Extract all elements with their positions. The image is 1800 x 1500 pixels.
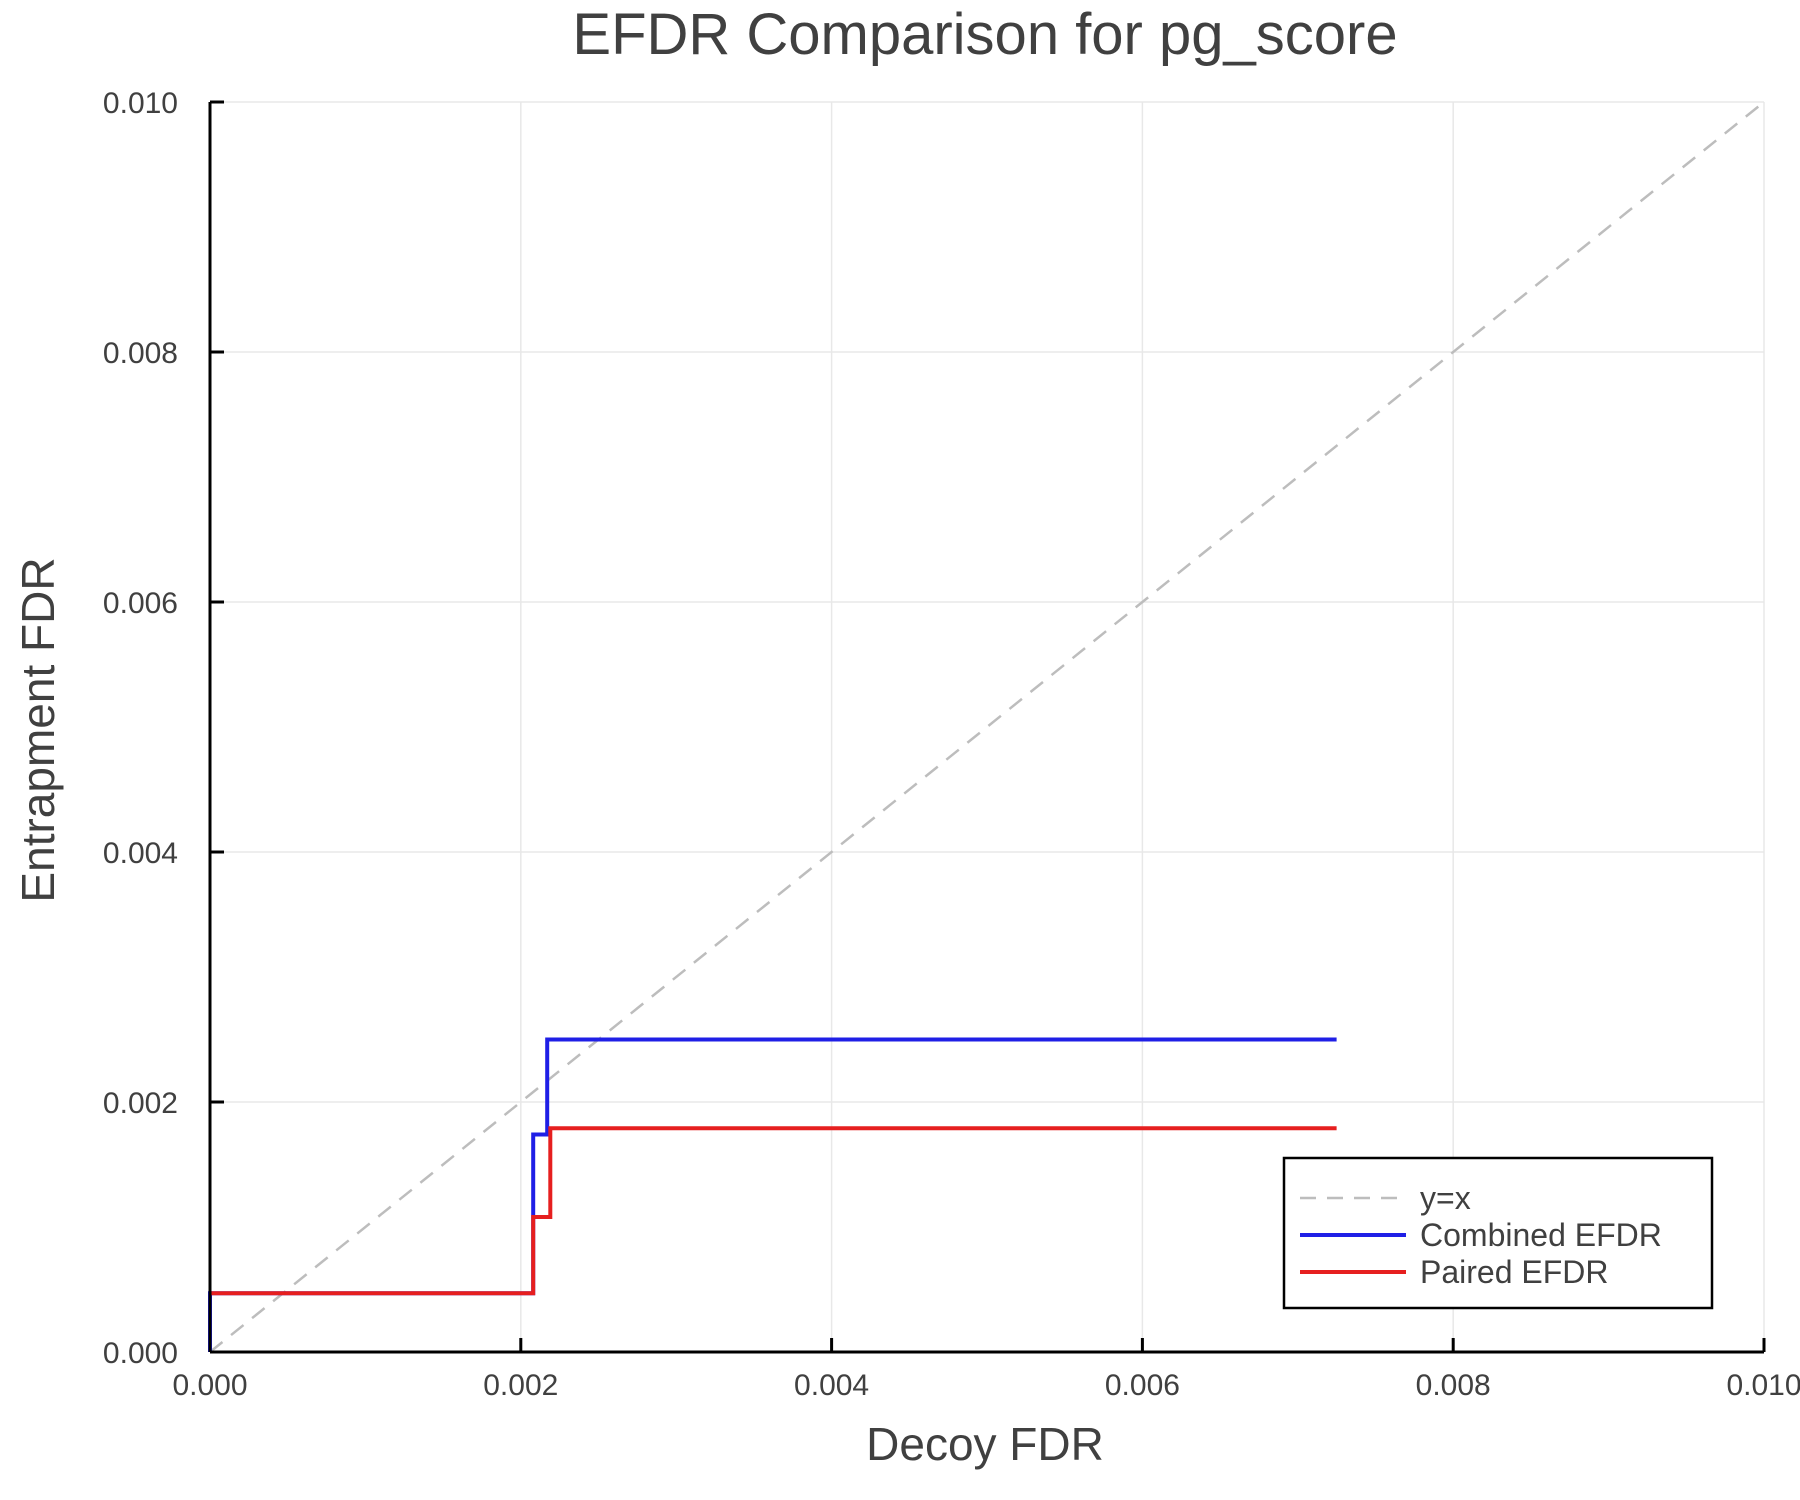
y-axis-label: Entrapment FDR xyxy=(12,557,64,902)
y-tick-label-0: 0.000 xyxy=(103,1337,178,1370)
series-line-2 xyxy=(210,1126,1337,1296)
y-tick-label-4: 0.008 xyxy=(103,337,178,370)
x-tick-label-3: 0.006 xyxy=(1105,1369,1180,1402)
y-tick-label-2: 0.004 xyxy=(103,837,178,870)
x-tick-label-1: 0.002 xyxy=(483,1369,558,1402)
legend-label-2: Paired EFDR xyxy=(1420,1254,1609,1290)
x-tick-label-5: 0.010 xyxy=(1726,1369,1800,1402)
series-line-0 xyxy=(209,101,1765,1353)
x-tick-label-2: 0.004 xyxy=(794,1369,869,1402)
x-tick-label-0: 0.000 xyxy=(172,1369,247,1402)
x-axis-label: Decoy FDR xyxy=(866,1418,1104,1470)
y-tick-label-5: 0.010 xyxy=(103,87,178,120)
axes xyxy=(208,100,1766,1354)
series-line-1 xyxy=(208,1037,1337,1352)
y-tick-label-1: 0.002 xyxy=(103,1087,178,1120)
legend-label-1: Combined EFDR xyxy=(1420,1217,1662,1253)
legend-label-0: y=x xyxy=(1420,1180,1471,1216)
x-tick-label-4: 0.008 xyxy=(1416,1369,1491,1402)
y-tick-label-3: 0.006 xyxy=(103,587,178,620)
chart-title: EFDR Comparison for pg_score xyxy=(572,2,1397,67)
tick-labels: 0.000 0.002 0.004 0.006 0.008 0.010 0.000 0.002… xyxy=(103,87,1800,1402)
